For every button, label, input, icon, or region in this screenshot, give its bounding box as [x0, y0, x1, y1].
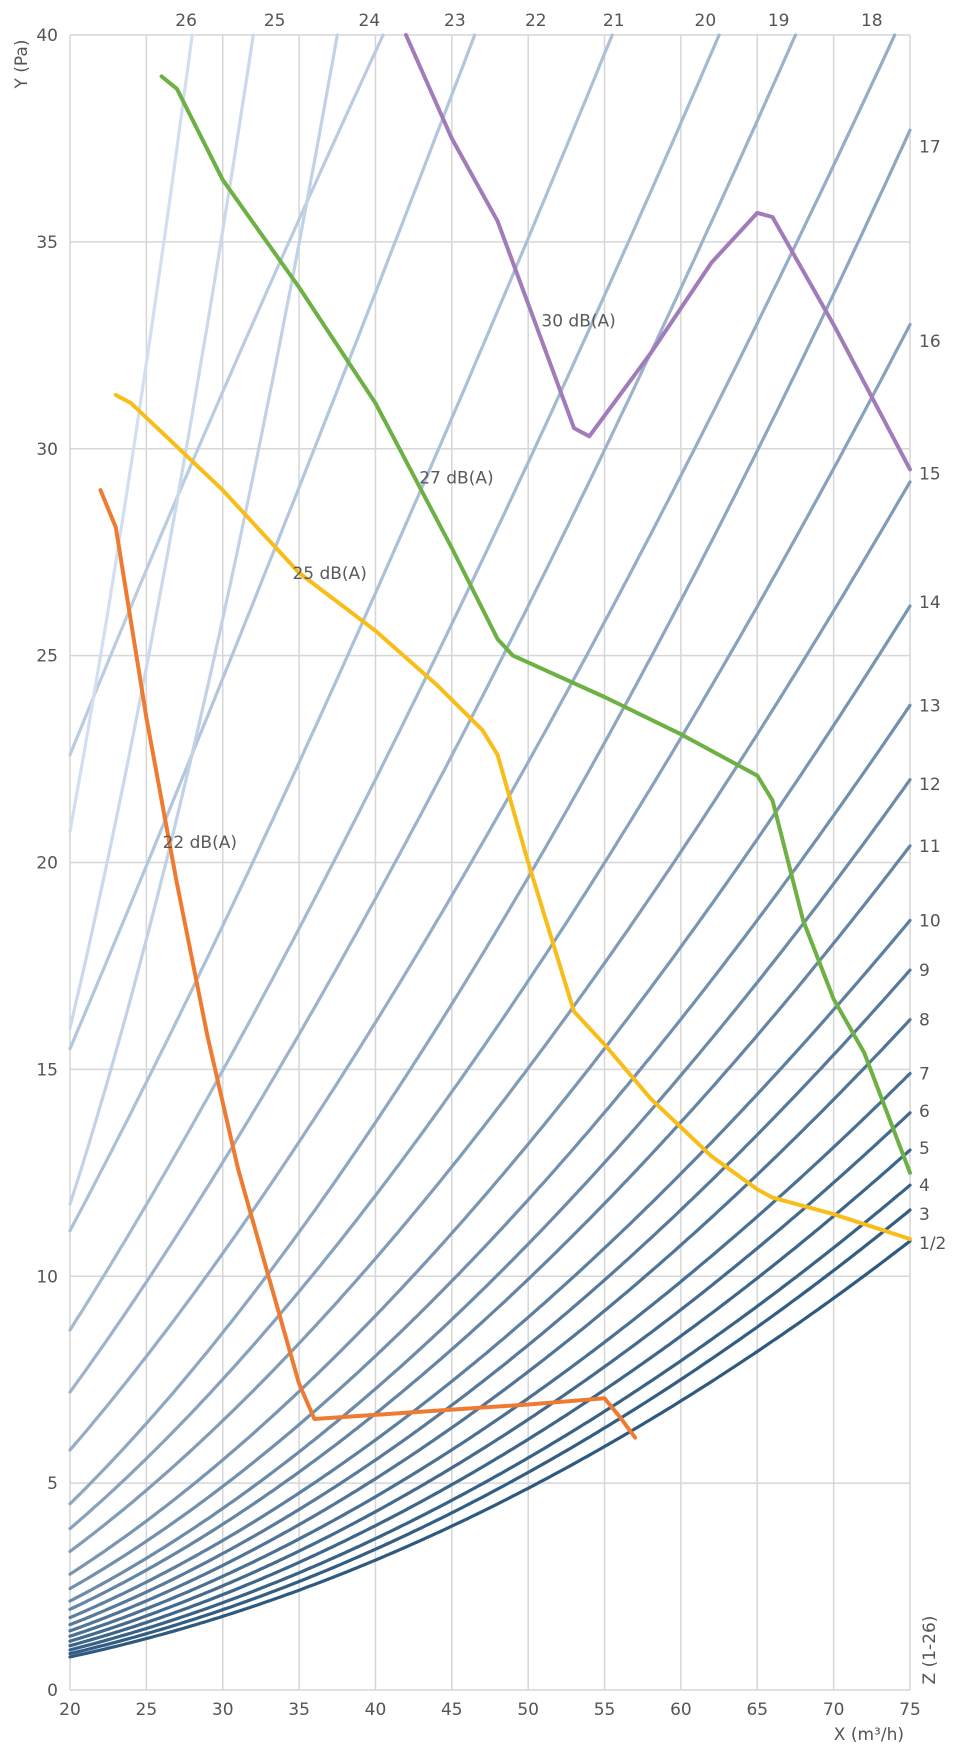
curve-label-top: 23 — [444, 11, 466, 31]
x-tick-label: 50 — [517, 1700, 539, 1720]
x-tick-label: 40 — [365, 1700, 387, 1720]
y-tick-label: 40 — [36, 26, 58, 46]
curve-21 — [68, 33, 614, 1233]
curve-6 — [68, 1111, 912, 1643]
curve-12 — [68, 778, 912, 1603]
curve-9 — [68, 968, 912, 1627]
x-tick-label: 35 — [288, 1700, 310, 1720]
curve-15 — [68, 480, 912, 1553]
curve-17 — [68, 128, 912, 1506]
curve-5 — [68, 1148, 912, 1648]
curve-label-right: 1/2 — [919, 1234, 946, 1254]
y-axis-title: Y (Pa) — [12, 40, 32, 90]
y-tick-label: 20 — [36, 854, 58, 874]
curve-label-right: 6 — [919, 1102, 930, 1122]
y-tick-label: 30 — [36, 440, 58, 460]
curve-13 — [68, 703, 912, 1591]
grid — [69, 34, 911, 1691]
curve-8 — [68, 1018, 912, 1633]
curve-19 — [68, 33, 798, 1394]
tick-labels: 20 25 30 35 40 45 50 55 60 65 70 75 0 5 10 15 20 25 30 35 40 — [36, 26, 920, 1720]
curve-label-right: 14 — [919, 593, 941, 613]
curve-16 — [68, 323, 912, 1531]
curve-18 — [68, 33, 897, 1452]
curve-14 — [68, 604, 912, 1576]
curve-label-right: 5 — [919, 1139, 930, 1159]
curve-label-top: 21 — [603, 11, 625, 31]
series-line-2 — [159, 74, 912, 1175]
resistance-curves — [68, 33, 912, 1659]
curve-label-top: 18 — [861, 11, 883, 31]
curve-label-right: 9 — [919, 961, 930, 981]
series-label-2: 27 dB(A) — [419, 469, 493, 489]
curve-3 — [68, 1208, 912, 1656]
y-tick-label: 10 — [36, 1267, 58, 1287]
curve-label-top: 25 — [264, 11, 286, 31]
curve-label-top: 19 — [768, 11, 790, 31]
series-line-3 — [404, 33, 912, 472]
x-tick-label: 70 — [823, 1700, 845, 1720]
curve-label-top: 22 — [525, 11, 547, 31]
x-tick-label: 25 — [136, 1700, 158, 1720]
curve-label-right: 10 — [919, 911, 941, 931]
curve-label-right: 12 — [919, 775, 941, 795]
series-line-0 — [98, 488, 638, 1440]
curve-label-top: 20 — [695, 11, 717, 31]
curve-20 — [68, 33, 721, 1332]
y-tick-label: 0 — [47, 1681, 58, 1701]
curve-label-right: 13 — [919, 696, 941, 716]
y-tick-label: 15 — [36, 1060, 58, 1080]
x-axis-title: X (m³/h) — [834, 1725, 904, 1744]
x-tick-label: 30 — [212, 1700, 234, 1720]
curve-1-2 — [68, 1239, 912, 1659]
series-label-3: 30 dB(A) — [541, 311, 615, 331]
x-tick-label: 55 — [594, 1700, 616, 1720]
series-label-1: 25 dB(A) — [292, 564, 366, 584]
curve-labels: 26 25 24 23 22 21 20 19 18 17 16 15 14 13 12 11 10 9 8 7 6 5 4… — [175, 11, 946, 1254]
x-tick-label: 75 — [899, 1700, 921, 1720]
curve-label-right: 3 — [919, 1205, 930, 1225]
curve-11 — [68, 844, 912, 1611]
curve-26 — [68, 33, 194, 833]
curve-4 — [68, 1183, 912, 1652]
curve-10 — [68, 918, 912, 1620]
curve-label-right: 7 — [919, 1065, 930, 1085]
z-axis-title: Z (1-26) — [920, 1616, 940, 1685]
curve-label-right: 16 — [919, 332, 941, 352]
y-tick-label: 35 — [36, 233, 58, 253]
series-label-0: 22 dB(A) — [163, 833, 237, 853]
x-tick-label: 45 — [441, 1700, 463, 1720]
y-tick-label: 5 — [47, 1474, 58, 1494]
x-tick-label: 60 — [670, 1700, 692, 1720]
curve-label-top: 24 — [359, 11, 381, 31]
curve-22 — [68, 33, 477, 1051]
x-tick-label: 20 — [59, 1700, 81, 1720]
curve-25 — [68, 33, 255, 1030]
x-tick-label: 65 — [746, 1700, 768, 1720]
curve-24 — [68, 33, 339, 1206]
y-tick-label: 25 — [36, 647, 58, 667]
curve-label-right: 17 — [919, 138, 941, 158]
curve-label-right: 15 — [919, 465, 941, 485]
curve-label-right: 4 — [919, 1176, 930, 1196]
curve-23 — [68, 33, 385, 757]
curve-7 — [68, 1071, 912, 1638]
curve-label-top: 26 — [175, 11, 197, 31]
series-line-1 — [113, 393, 912, 1241]
curve-label-right: 11 — [919, 837, 941, 857]
sound-level-series — [98, 33, 912, 1440]
series-labels: 22 dB(A) 25 dB(A) 27 dB(A) 30 dB(A) — [163, 311, 616, 852]
curve-label-right: 8 — [919, 1011, 930, 1031]
